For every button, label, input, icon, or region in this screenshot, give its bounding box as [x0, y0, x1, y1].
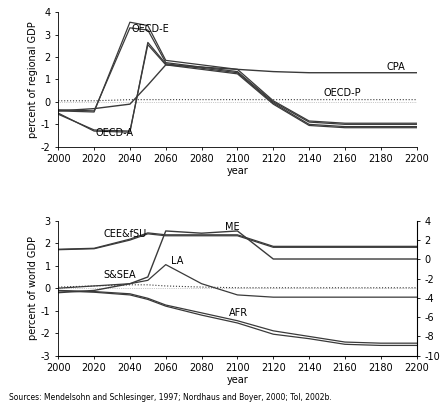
Y-axis label: percent of regional GDP: percent of regional GDP	[28, 21, 38, 138]
Y-axis label: percent of world GDP: percent of world GDP	[28, 236, 38, 340]
Text: OECD-P: OECD-P	[323, 88, 361, 98]
Text: CEE&fSU: CEE&fSU	[103, 229, 146, 239]
Text: LA: LA	[171, 256, 184, 266]
Text: CPA: CPA	[386, 62, 405, 72]
Text: OECD-E: OECD-E	[132, 24, 169, 34]
Text: AFR: AFR	[228, 308, 248, 318]
Text: ME: ME	[225, 222, 240, 232]
Text: S&SEA: S&SEA	[103, 270, 136, 280]
X-axis label: year: year	[227, 375, 248, 385]
Text: Sources: Mendelsohn and Schlesinger, 1997; Nordhaus and Boyer, 2000; Tol, 2002b.: Sources: Mendelsohn and Schlesinger, 199…	[9, 393, 332, 402]
X-axis label: year: year	[227, 166, 248, 176]
Text: OECD-A: OECD-A	[96, 128, 134, 138]
